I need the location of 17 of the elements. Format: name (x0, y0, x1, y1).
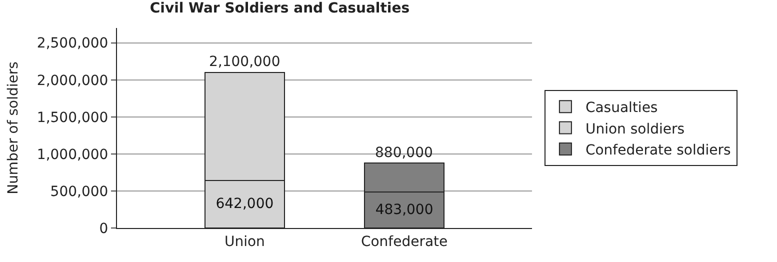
legend-label: Union soldiers (585, 121, 685, 138)
x-tick-label: Confederate (360, 234, 448, 250)
data-label: 483,000 (375, 202, 434, 218)
y-tick-label: 1,500,000 (36, 110, 108, 126)
legend-label: Confederate soldiers (585, 142, 731, 158)
total-label: 2,100,000 (209, 54, 280, 70)
y-axis-title: Number of soldiers (6, 62, 22, 194)
y-tick-label: 500,000 (50, 184, 108, 200)
y-tick-label: 2,500,000 (36, 36, 108, 52)
data-label: 642,000 (216, 196, 274, 212)
y-tick-label: 0 (99, 220, 108, 237)
x-tick-label: Union (224, 234, 265, 250)
legend-label: Casualties (585, 100, 658, 116)
chart-title: Civil War Soldiers and Casualties (150, 0, 410, 16)
y-tick-label: 2,000,000 (36, 72, 108, 89)
total-label: 880,000 (375, 145, 433, 161)
y-tick-label: 1,000,000 (36, 146, 108, 163)
